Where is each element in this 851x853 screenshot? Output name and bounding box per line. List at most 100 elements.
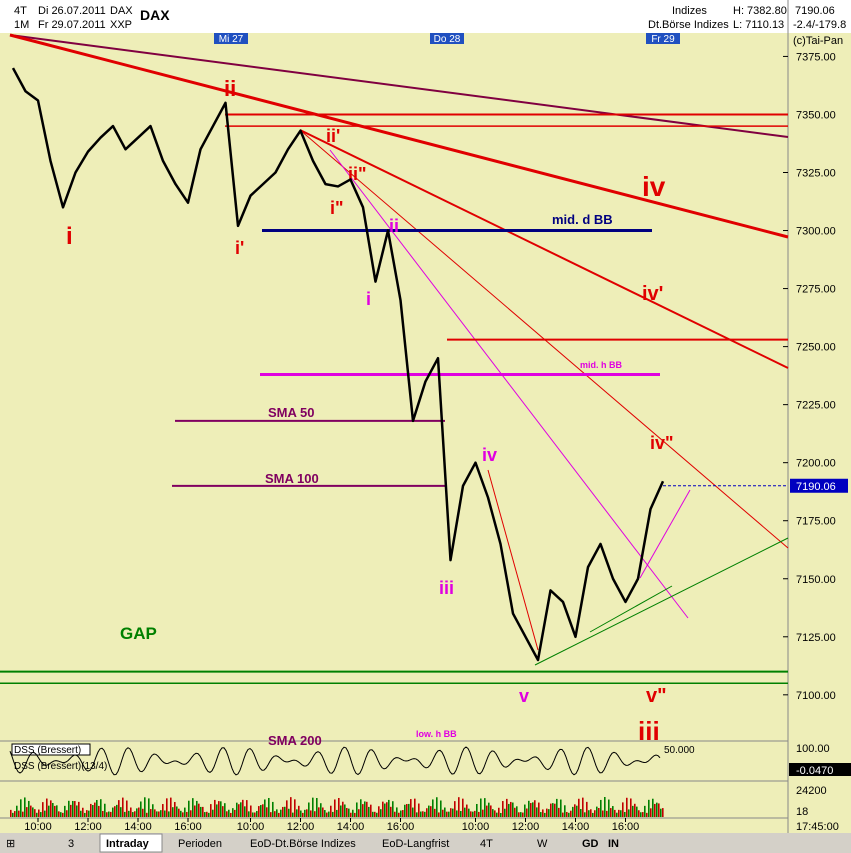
volume-decoration — [416, 812, 418, 817]
volume-decoration — [36, 812, 38, 817]
volume-decoration — [76, 805, 78, 817]
volume-decoration — [550, 803, 552, 817]
volume-decoration — [622, 802, 624, 817]
volume-decoration — [60, 812, 62, 817]
volume-decoration — [538, 802, 540, 817]
volume-decoration — [422, 811, 424, 817]
wave-label: ii" — [348, 164, 367, 184]
volume-decoration — [220, 801, 222, 817]
toolbar-item[interactable]: W — [537, 838, 548, 850]
volume-decoration — [384, 803, 386, 817]
volume-decoration — [20, 799, 22, 817]
indicator-axis: 50.000 — [664, 745, 695, 756]
volume-decoration — [92, 805, 94, 817]
tab-active[interactable] — [99, 833, 163, 853]
volume-decoration — [82, 807, 84, 817]
volume-decoration — [386, 802, 388, 817]
volume-decoration — [162, 804, 164, 817]
volume-decoration — [394, 811, 396, 817]
background — [0, 0, 851, 833]
toolbar-item[interactable]: IN — [608, 838, 619, 850]
volume-decoration — [150, 809, 152, 817]
volume-decoration — [130, 807, 132, 817]
volume-decoration — [232, 808, 234, 817]
volume-decoration — [368, 806, 370, 817]
toolbar-item[interactable]: 4T — [480, 838, 493, 850]
volume-decoration — [634, 803, 636, 817]
trend-line — [639, 489, 691, 579]
volume-decoration — [480, 798, 482, 817]
toolbar-item[interactable]: GD — [582, 838, 599, 850]
volume-decoration — [508, 803, 510, 817]
wave-label: iv — [482, 445, 497, 465]
volume-decoration — [174, 801, 176, 817]
volume-decoration — [600, 799, 602, 817]
volume-decoration — [620, 810, 622, 817]
volume-decoration — [570, 810, 572, 817]
volume-decoration — [54, 805, 56, 817]
volume-decoration — [84, 812, 86, 817]
volume-decoration — [234, 809, 236, 817]
tab[interactable]: Perioden — [178, 838, 222, 850]
volume-decoration — [442, 809, 444, 817]
volume-decoration — [554, 803, 556, 817]
trend-line — [589, 585, 673, 633]
x-tick-label: 16:00 — [612, 821, 640, 833]
x-tick-label: 10:00 — [237, 821, 265, 833]
toolbar-icon[interactable]: ⊞ — [6, 838, 15, 850]
volume-decoration — [602, 810, 604, 817]
volume-decoration — [284, 806, 286, 817]
volume-decoration — [206, 811, 208, 817]
volume-decoration — [312, 797, 314, 817]
y-tick-label: 7125.00 — [796, 632, 836, 644]
volume-decoration — [126, 800, 128, 817]
header-bar — [0, 0, 851, 33]
volume-decoration — [240, 802, 242, 817]
volume-decoration — [544, 812, 546, 817]
wave-label: ii — [389, 216, 399, 236]
y-tick-label: 7350.00 — [796, 109, 836, 121]
volume-decoration — [86, 810, 88, 817]
volume-decoration — [558, 807, 560, 817]
volume-decoration — [138, 807, 140, 817]
volume-decoration — [272, 801, 274, 817]
volume-decoration — [410, 799, 412, 817]
volume-decoration — [390, 806, 392, 817]
volume-decoration — [290, 797, 292, 817]
volume-decoration — [24, 797, 26, 817]
day-label: Do 28 — [434, 34, 461, 45]
volume-decoration — [218, 801, 220, 817]
volume-decoration — [382, 801, 384, 817]
tab[interactable]: Intraday — [106, 838, 150, 850]
toolbar-count[interactable]: 3 — [68, 838, 74, 850]
volume-decoration — [230, 812, 232, 817]
volume-decoration — [296, 809, 298, 817]
volume-decoration — [656, 802, 658, 817]
indicator-value-box — [789, 763, 851, 776]
wave-label: iv' — [642, 283, 663, 305]
volume-decoration — [256, 810, 258, 817]
header-text: Fr 29.07.2011 — [38, 19, 106, 31]
volume-decoration — [112, 807, 114, 817]
volume-decoration — [40, 812, 42, 817]
indicator-label: DSS (Bressert) — [14, 745, 81, 756]
volume-decoration — [292, 812, 294, 817]
volume-decoration — [14, 811, 16, 817]
volume-decoration — [506, 798, 508, 817]
volume-decoration — [168, 811, 170, 817]
volume-decoration — [662, 808, 664, 817]
volume-decoration — [186, 811, 188, 817]
volume-decoration — [478, 811, 480, 817]
tab[interactable]: EoD-Dt.Börse Indizes — [250, 838, 356, 850]
tab[interactable]: EoD-Langfrist — [382, 838, 449, 850]
level-label: SMA 100 — [265, 471, 319, 486]
volume-decoration — [100, 799, 102, 817]
volume-decoration — [224, 803, 226, 817]
volume-decoration — [128, 810, 130, 817]
volume-decoration — [522, 812, 524, 817]
volume-decoration — [212, 809, 214, 817]
volume-decoration — [106, 812, 108, 817]
y-tick-label: 7375.00 — [796, 51, 836, 63]
volume-decoration — [404, 804, 406, 817]
trend-line — [9, 33, 789, 239]
